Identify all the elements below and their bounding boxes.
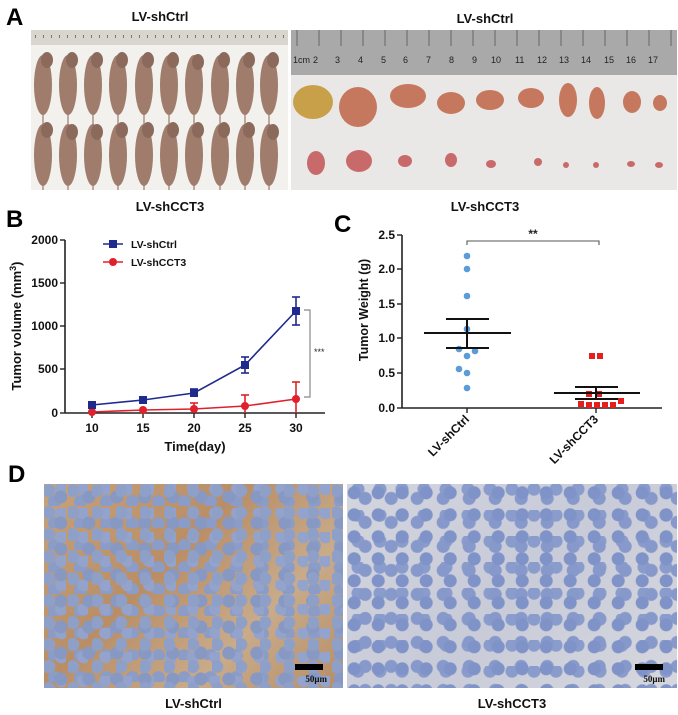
ruler-label: 12: [537, 55, 547, 65]
ruler-label: 9: [472, 55, 477, 65]
x-tick-label: 30: [289, 421, 303, 435]
x-tick-label: 25: [238, 421, 252, 435]
ruler-label: 1cm: [293, 55, 310, 65]
y-tick-label: 1.5: [378, 297, 395, 311]
ihc-image-cct3: 50μm: [347, 484, 677, 688]
y-axis-label: Tumor volume (mm3): [8, 261, 24, 390]
legend-label-cct3: LV-shCCT3: [131, 257, 186, 269]
mice-photo: [31, 30, 288, 190]
legend-square-icon: [109, 240, 117, 248]
ruler-label: 16: [626, 55, 636, 65]
panel-a-right-title: LV-shCtrl: [456, 11, 514, 26]
panel-c-title: LV-shCCT3: [450, 199, 520, 214]
x-tick-label: 20: [187, 421, 201, 435]
y-tick-label: 1.0: [378, 331, 395, 345]
y-tick-label: 2.0: [378, 262, 395, 276]
ruler-label: 13: [559, 55, 569, 65]
panel-letter-c: C: [334, 211, 352, 238]
legend: LV-shCtrl LV-shCCT3: [103, 239, 186, 269]
panel-letter-a: A: [6, 4, 24, 31]
ruler-label: 7: [426, 55, 431, 65]
y-tick-label: 1000: [31, 319, 58, 333]
ruler-label: 4: [358, 55, 363, 65]
ihc-label-ctrl: LV-shCtrl: [165, 696, 222, 711]
ruler-label: 10: [491, 55, 501, 65]
ruler-label: 3: [335, 55, 340, 65]
y-tick-label: 2000: [31, 233, 58, 247]
panel-letter-b: B: [6, 206, 24, 233]
ruler-label: 6: [403, 55, 408, 65]
x-category-label: LV-shCtrl: [425, 412, 472, 459]
scale-bar: [295, 664, 323, 670]
x-tick-label: 15: [136, 421, 150, 435]
scale-bar-label: 50μm: [643, 674, 665, 684]
ruler-label: 8: [449, 55, 454, 65]
ihc-label-cct3: LV-shCCT3: [477, 696, 547, 711]
ruler-label: 11: [515, 55, 524, 65]
ruler-label: 17: [648, 55, 658, 65]
y-tick-label: 0: [51, 406, 58, 420]
tumors-photo: 1cm 2 3 4 5 6 7 8 9 10 11 12 13 14 15 16…: [291, 30, 677, 190]
significance-marker: **: [528, 227, 538, 241]
panel-a-left-title: LV-shCtrl: [131, 9, 189, 24]
y-axis-label: Tumor Weight (g): [357, 259, 371, 361]
ruler-label: 5: [381, 55, 386, 65]
panel-b-title: LV-shCCT3: [135, 199, 205, 214]
legend-circle-icon: [109, 258, 117, 266]
y-tick-label: 2.5: [378, 228, 395, 242]
significance-marker: ***: [314, 347, 325, 357]
y-tick-label: 0.0: [378, 401, 395, 415]
y-tick-label: 500: [38, 362, 58, 376]
ruler-label: 15: [604, 55, 614, 65]
legend-label-ctrl: LV-shCtrl: [131, 239, 177, 251]
ruler-label: 14: [581, 55, 591, 65]
y-tick-label: 1500: [31, 276, 58, 290]
x-axis-label: Time(day): [164, 439, 225, 454]
scale-bar-label: 50μm: [305, 674, 327, 684]
x-category-label: LV-shCCT3: [547, 412, 602, 467]
scale-bar: [635, 664, 663, 670]
ihc-image-ctrl: 50μm: [44, 484, 343, 688]
tumor-weight-scatter-plot: 2.5 2.0 1.5 1.0 0.5 0.0 Tumor Weight (g)…: [357, 227, 662, 467]
y-tick-label: 0.5: [378, 366, 395, 380]
tumor-volume-line-chart: 2000 1500 1000 500 0 10 15 20 25 30 Time…: [8, 233, 325, 454]
x-tick-label: 10: [85, 421, 99, 435]
panel-letter-d: D: [8, 461, 26, 488]
ruler-label: 2: [313, 55, 318, 65]
